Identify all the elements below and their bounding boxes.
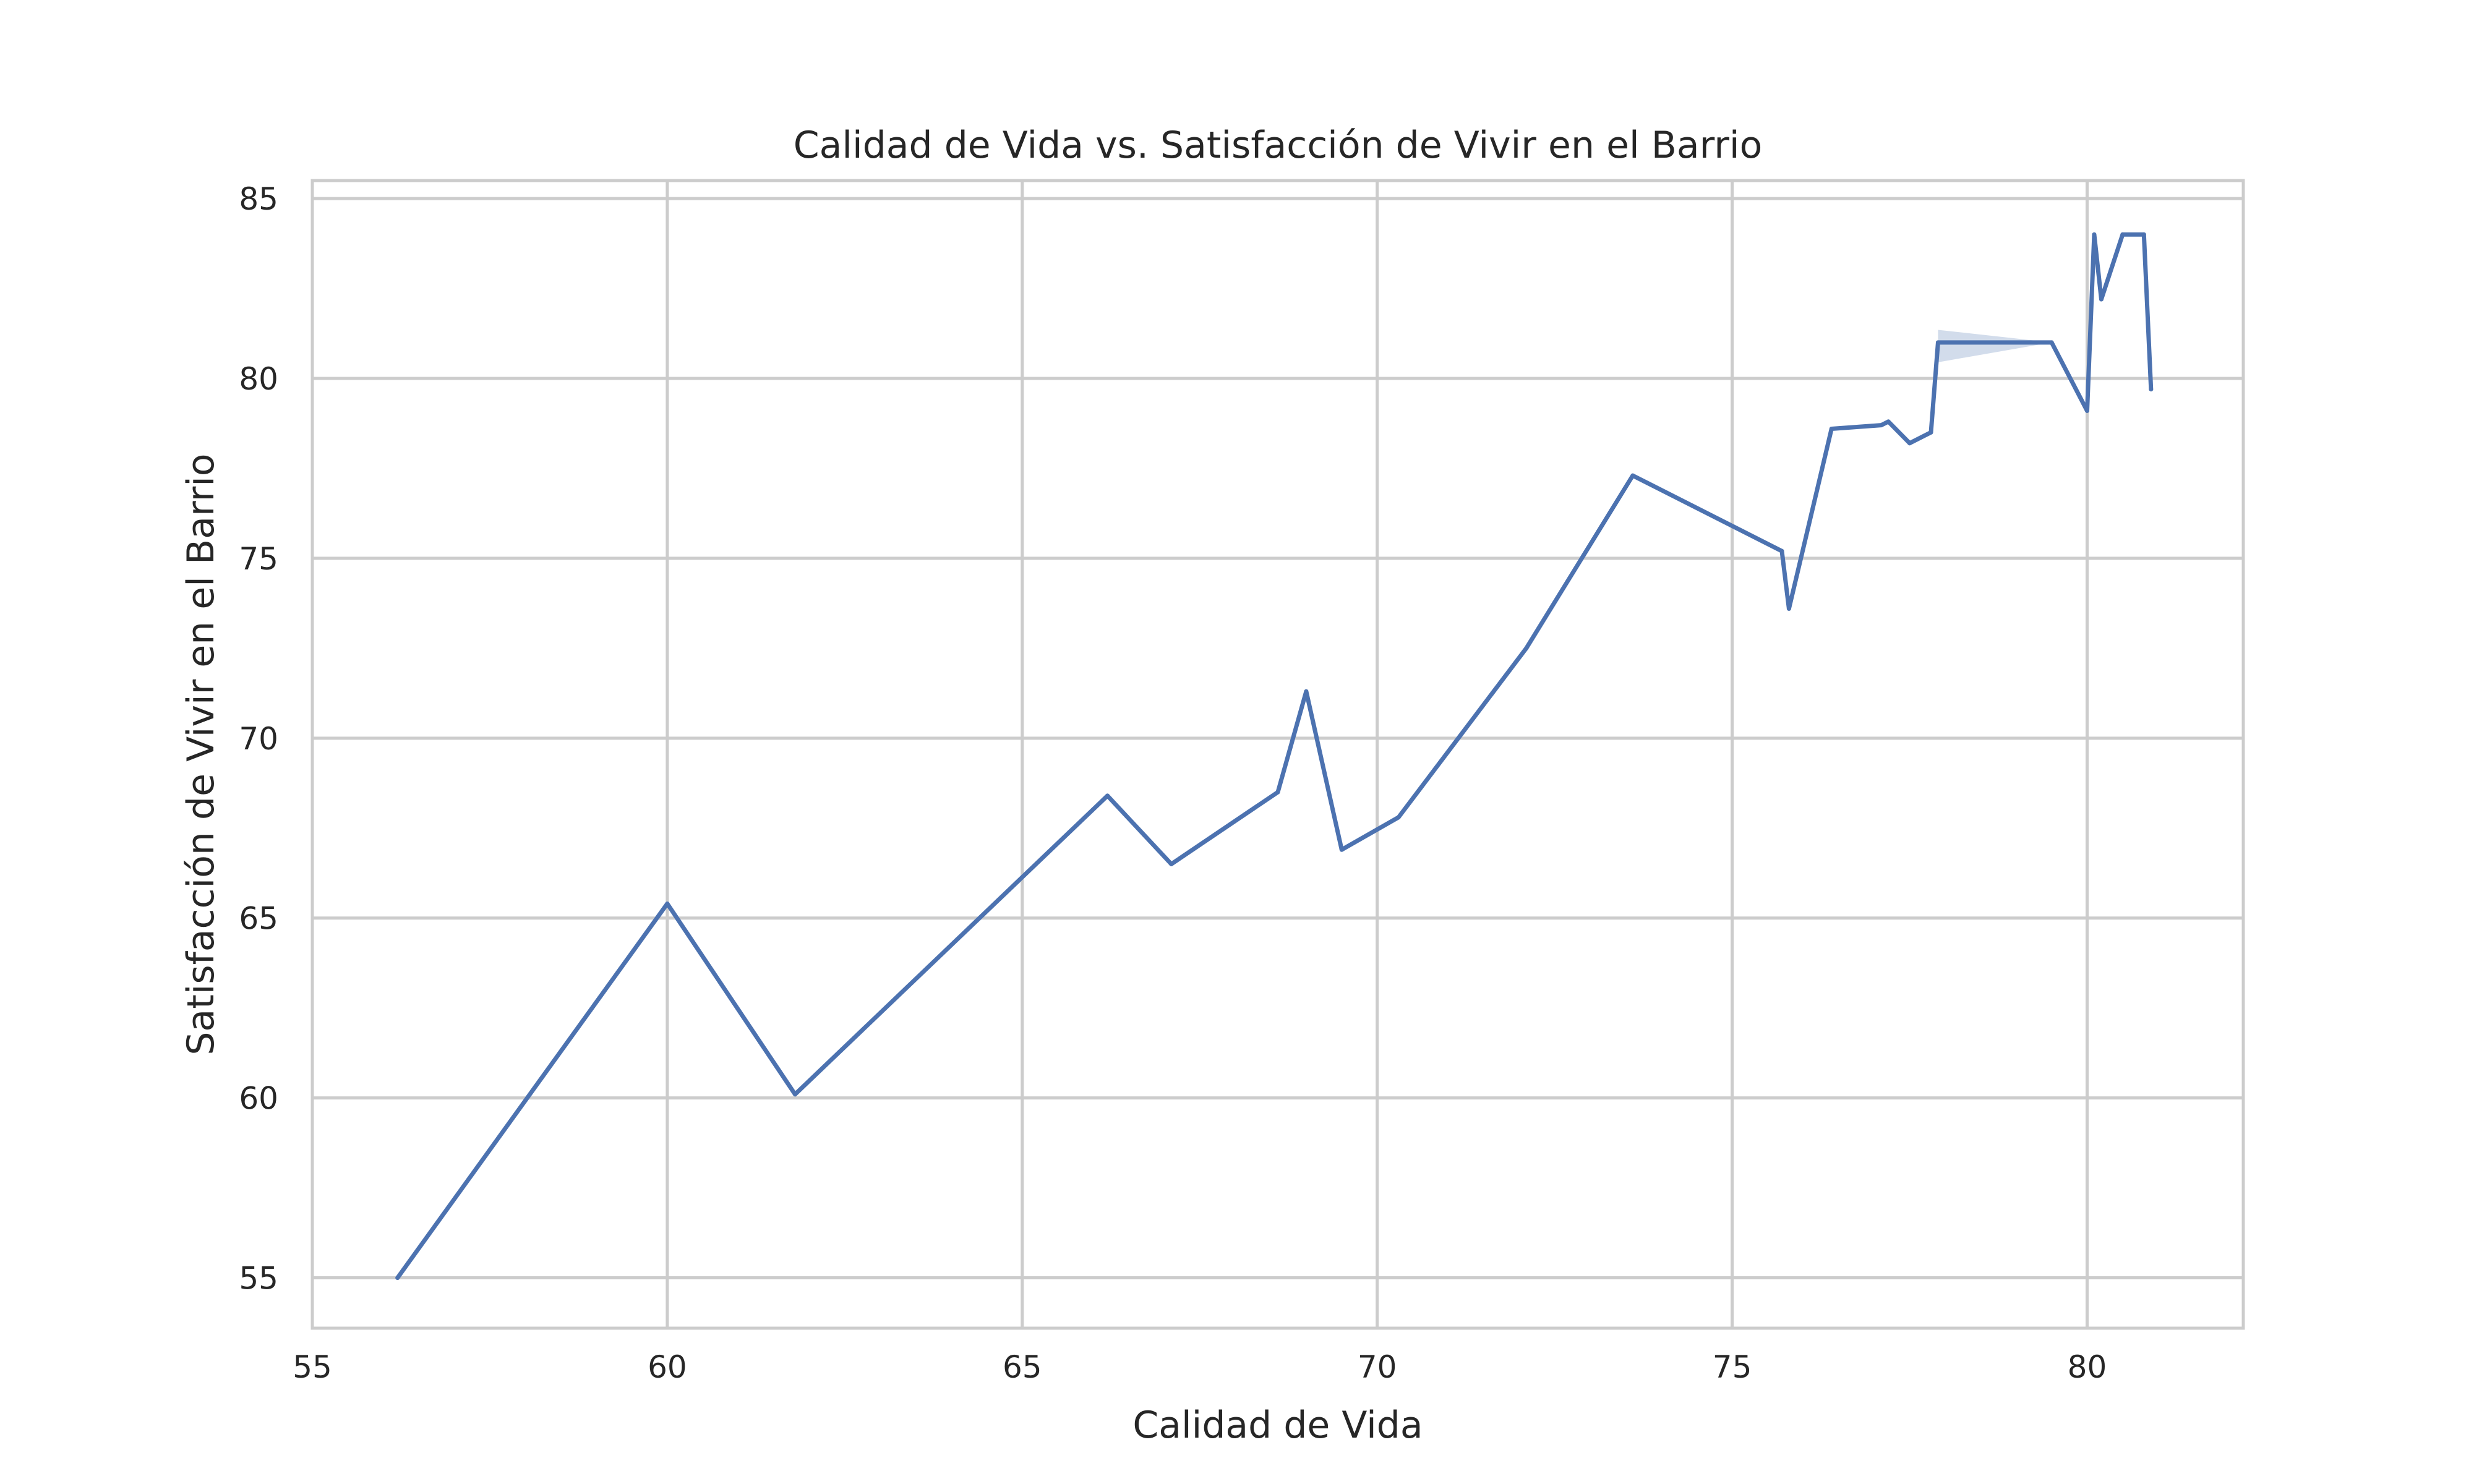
data-point [1935,340,1940,345]
data-point [1339,847,1344,852]
x-tick-label: 60 [648,1349,687,1385]
plot-frame [310,179,2245,1330]
data-point [2092,232,2097,237]
y-tick-label: 70 [239,721,278,757]
data-point [1786,606,1791,611]
confidence-band [1938,330,2052,362]
data-point [1396,815,1401,820]
data-point [1879,423,1884,428]
series-line [395,232,2154,1281]
data-point [1886,419,1891,424]
y-tick-label: 80 [239,361,278,397]
data-point [665,901,670,906]
data-point [2084,408,2089,413]
data-point [1275,790,1280,795]
data-point [1304,689,1309,694]
data-point [1779,548,1784,553]
x-tick-label: 65 [1003,1349,1042,1385]
y-tick-label: 65 [239,901,278,937]
x-axis-label: Calidad de Vida [1132,1404,1423,1447]
x-tick-label: 75 [1713,1349,1752,1385]
data-point [1907,441,1912,446]
confidence-band-layer [1938,330,2052,362]
x-tick-label: 55 [293,1349,332,1385]
y-tick-label: 75 [239,541,278,577]
x-tick-labels: 55 60 65 70 75 80 [293,1349,2107,1385]
data-point [1105,793,1110,798]
chart-title: Calidad de Vida vs. Satisfacción de Vivi… [794,124,1763,167]
data-point [2120,232,2125,237]
data-point [2141,232,2146,237]
x-tick-label: 70 [1358,1349,1397,1385]
data-point [2049,340,2054,345]
data-point [1829,426,1834,431]
y-tick-label: 85 [239,181,278,217]
y-tick-label: 55 [239,1261,278,1297]
y-axis-label: Satisfacción de Vivir en el Barrio [179,453,223,1055]
data-point [1928,430,1933,435]
data-point [793,1092,797,1097]
data-point [1630,473,1635,478]
series-layer [395,232,2154,1281]
x-tick-label: 80 [2068,1349,2107,1385]
y-tick-labels: 55 60 65 70 75 80 85 [239,181,278,1296]
y-tick-label: 60 [239,1081,278,1117]
data-point [1169,861,1174,866]
data-point [1524,646,1529,650]
data-point [2099,297,2104,302]
data-point [2149,386,2154,391]
data-point [395,1276,400,1281]
